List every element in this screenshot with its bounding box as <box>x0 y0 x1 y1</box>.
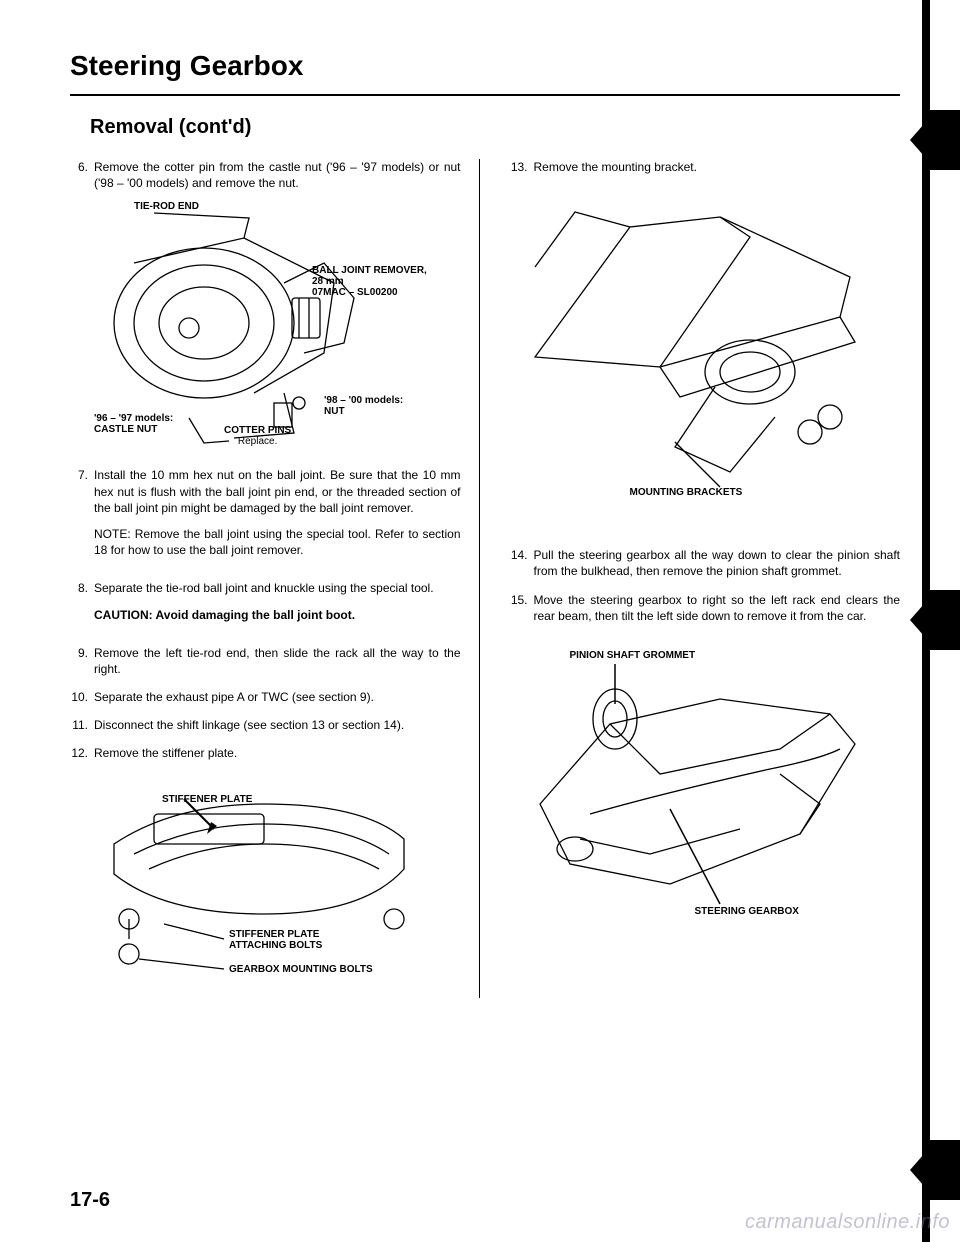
stiffener-illustration <box>94 774 424 984</box>
caution-text: CAUTION: Avoid damaging the ball joint b… <box>94 607 461 623</box>
step-number: 7. <box>70 467 94 568</box>
step-9: 9. Remove the left tie-rod end, then sli… <box>70 645 461 677</box>
page-number: 17-6 <box>70 1189 110 1212</box>
step-10: 10. Separate the exhaust pipe A or TWC (… <box>70 689 461 705</box>
step-text: Pull the steering gearbox all the way do… <box>534 547 901 579</box>
step-6: 6. Remove the cotter pin from the castle… <box>70 159 461 191</box>
label-tie-rod-end: TIE-ROD END <box>134 201 199 212</box>
step-text: Install the 10 mm hex nut on the ball jo… <box>94 467 461 568</box>
page-title: Steering Gearbox <box>70 50 900 82</box>
step-number: 14. <box>510 547 534 579</box>
step-text: Remove the cotter pin from the castle nu… <box>94 159 461 191</box>
title-rule <box>70 94 900 96</box>
step-12: 12. Remove the stiffener plate. <box>70 745 461 761</box>
step-text: Separate the tie-rod ball joint and knuc… <box>94 580 461 632</box>
label-mounting-brackets: MOUNTING BRACKETS <box>630 487 743 498</box>
page-content: Steering Gearbox Removal (cont'd) 6. Rem… <box>0 0 960 1242</box>
step-number: 10. <box>70 689 94 705</box>
step-text: Separate the exhaust pipe A or TWC (see … <box>94 689 461 705</box>
label-nut: '98 – '00 models: NUT <box>324 395 403 417</box>
step-number: 11. <box>70 717 94 733</box>
step-number: 13. <box>510 159 534 175</box>
two-column-layout: 6. Remove the cotter pin from the castle… <box>70 159 900 998</box>
step-7: 7. Install the 10 mm hex nut on the ball… <box>70 467 461 568</box>
step-text: Move the steering gearbox to right so th… <box>534 592 901 624</box>
label-pinion-grommet: PINION SHAFT GROMMET <box>570 650 696 661</box>
step-text: Disconnect the shift linkage (see sectio… <box>94 717 461 733</box>
figure-mounting-bracket: MOUNTING BRACKETS <box>520 187 901 517</box>
left-column: 6. Remove the cotter pin from the castle… <box>70 159 480 998</box>
label-steering-gearbox: STEERING GEARBOX <box>695 906 799 917</box>
step-number: 12. <box>70 745 94 761</box>
step-number: 6. <box>70 159 94 191</box>
step-8: 8. Separate the tie-rod ball joint and k… <box>70 580 461 632</box>
right-column: 13. Remove the mounting bracket. <box>500 159 901 998</box>
step-number: 8. <box>70 580 94 632</box>
label-stiffener-plate: STIFFENER PLATE <box>162 794 252 805</box>
gearbox-illustration <box>520 654 870 934</box>
label-mounting-bolts: GEARBOX MOUNTING BOLTS <box>229 964 373 975</box>
label-ball-joint-remover: BALL JOINT REMOVER, 28 mm 07MAC – SL0020… <box>312 265 427 298</box>
label-attaching-bolts: STIFFENER PLATE ATTACHING BOLTS <box>229 929 322 951</box>
step-14: 14. Pull the steering gearbox all the wa… <box>510 547 901 579</box>
label-castle-nut: '96 – '97 models: CASTLE NUT <box>94 413 173 435</box>
step-text: Remove the mounting bracket. <box>534 159 901 175</box>
figure-ball-joint: TIE-ROD END BALL JOINT REMOVER, 28 mm 07… <box>94 203 461 453</box>
section-subtitle: Removal (cont'd) <box>90 116 900 139</box>
figure-steering-gearbox: PINION SHAFT GROMMET STEERING GEARBOX <box>520 654 901 934</box>
step-text: Remove the stiffener plate. <box>94 745 461 761</box>
step-15: 15. Move the steering gearbox to right s… <box>510 592 901 624</box>
step-11: 11. Disconnect the shift linkage (see se… <box>70 717 461 733</box>
step-13: 13. Remove the mounting bracket. <box>510 159 901 175</box>
step-number: 9. <box>70 645 94 677</box>
label-cotter-pins: COTTER PINS Replace. <box>224 425 291 447</box>
bracket-illustration <box>520 187 870 517</box>
watermark: carmanualsonline.info <box>745 1211 950 1234</box>
step-note: NOTE: Remove the ball joint using the sp… <box>94 526 461 558</box>
step-text: Remove the left tie-rod end, then slide … <box>94 645 461 677</box>
step-number: 15. <box>510 592 534 624</box>
figure-stiffener-plate: STIFFENER PLATE STIFFENER PLATE ATTACHIN… <box>94 774 461 984</box>
